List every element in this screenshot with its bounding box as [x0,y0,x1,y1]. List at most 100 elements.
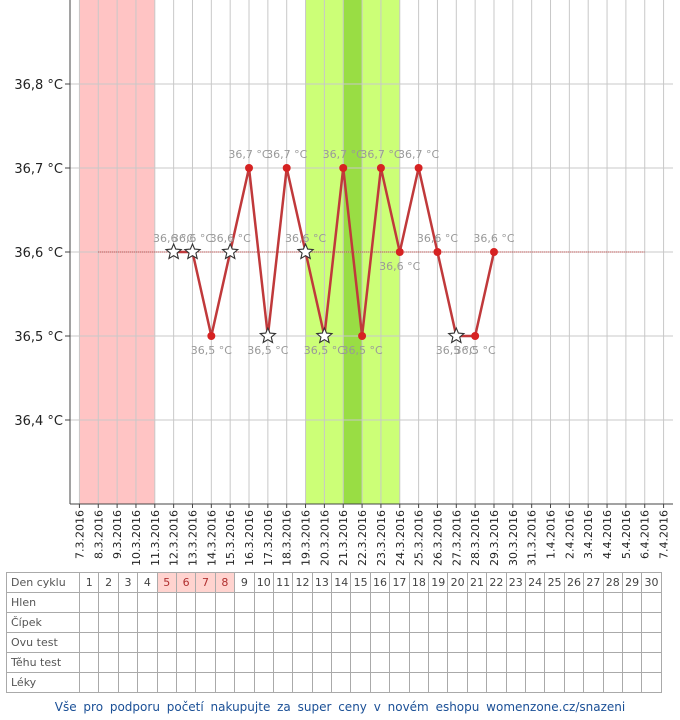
entry-cell[interactable] [137,672,158,693]
entry-cell[interactable] [175,672,197,693]
entry-cell[interactable] [641,612,662,633]
entry-cell[interactable] [117,612,139,633]
entry-cell[interactable] [563,612,585,633]
entry-cell[interactable] [544,652,565,673]
entry-cell[interactable] [544,592,565,613]
entry-cell[interactable] [369,632,391,653]
entry-cell[interactable] [78,612,100,633]
entry-cell[interactable] [292,672,313,693]
entry-cell[interactable] [253,632,274,653]
entry-cell[interactable] [195,632,216,653]
entry-cell[interactable] [156,612,177,633]
entry-cell[interactable] [175,592,197,613]
entry-cell[interactable] [253,592,274,613]
entry-cell[interactable] [350,652,371,673]
entry-cell[interactable] [253,652,274,673]
entry-cell[interactable] [428,652,449,673]
entry-cell[interactable] [234,592,255,613]
entry-cell[interactable] [466,672,488,693]
entry-cell[interactable] [350,672,371,693]
entry-cell[interactable] [524,592,546,613]
entry-cell[interactable] [505,652,526,673]
entry-cell[interactable] [331,632,352,653]
entry-cell[interactable] [486,612,507,633]
entry-cell[interactable] [350,632,371,653]
entry-cell[interactable] [78,672,100,693]
entry-cell[interactable] [156,652,177,673]
entry-cell[interactable] [486,632,507,653]
entry-cell[interactable] [117,652,139,673]
entry-cell[interactable] [428,672,449,693]
entry-cell[interactable] [447,632,468,653]
entry-cell[interactable] [389,592,410,613]
entry-cell[interactable] [98,652,119,673]
entry-cell[interactable] [524,672,546,693]
entry-cell[interactable] [331,612,352,633]
entry-cell[interactable] [428,612,449,633]
entry-cell[interactable] [486,652,507,673]
entry-cell[interactable] [408,632,430,653]
entry-cell[interactable] [78,632,100,653]
entry-cell[interactable] [602,672,623,693]
entry-cell[interactable] [583,672,604,693]
entry-cell[interactable] [137,592,158,613]
entry-cell[interactable] [331,672,352,693]
entry-cell[interactable] [311,652,333,673]
entry-cell[interactable] [486,672,507,693]
entry-cell[interactable] [466,632,488,653]
entry-cell[interactable] [602,592,623,613]
entry-cell[interactable] [641,592,662,613]
entry-cell[interactable] [447,652,468,673]
entry-cell[interactable] [78,652,100,673]
entry-cell[interactable] [214,612,236,633]
entry-cell[interactable] [311,612,333,633]
entry-cell[interactable] [137,652,158,673]
entry-cell[interactable] [447,672,468,693]
entry-cell[interactable] [292,632,313,653]
entry-cell[interactable] [583,592,604,613]
eshop-link[interactable]: Vše pro podporu početí nakupujte za supe… [54,700,626,714]
entry-cell[interactable] [272,592,294,613]
entry-cell[interactable] [234,632,255,653]
entry-cell[interactable] [621,652,643,673]
entry-cell[interactable] [117,672,139,693]
entry-cell[interactable] [389,652,410,673]
entry-cell[interactable] [369,592,391,613]
entry-cell[interactable] [524,612,546,633]
entry-cell[interactable] [583,632,604,653]
entry-cell[interactable] [602,652,623,673]
entry-cell[interactable] [253,672,274,693]
entry-cell[interactable] [621,632,643,653]
entry-cell[interactable] [175,612,197,633]
entry-cell[interactable] [408,592,430,613]
entry-cell[interactable] [117,632,139,653]
entry-cell[interactable] [292,592,313,613]
entry-cell[interactable] [447,592,468,613]
entry-cell[interactable] [350,612,371,633]
entry-cell[interactable] [137,632,158,653]
entry-cell[interactable] [447,612,468,633]
entry-cell[interactable] [292,652,313,673]
entry-cell[interactable] [195,612,216,633]
entry-cell[interactable] [505,632,526,653]
entry-cell[interactable] [641,652,662,673]
entry-cell[interactable] [389,672,410,693]
entry-cell[interactable] [234,612,255,633]
entry-cell[interactable] [98,672,119,693]
entry-cell[interactable] [311,672,333,693]
entry-cell[interactable] [466,652,488,673]
entry-cell[interactable] [466,592,488,613]
entry-cell[interactable] [272,652,294,673]
entry-cell[interactable] [311,632,333,653]
entry-cell[interactable] [272,672,294,693]
entry-cell[interactable] [602,632,623,653]
entry-cell[interactable] [408,612,430,633]
entry-cell[interactable] [621,672,643,693]
entry-cell[interactable] [563,632,585,653]
entry-cell[interactable] [563,672,585,693]
entry-cell[interactable] [195,672,216,693]
entry-cell[interactable] [272,632,294,653]
entry-cell[interactable] [78,592,100,613]
entry-cell[interactable] [486,592,507,613]
entry-cell[interactable] [214,592,236,613]
